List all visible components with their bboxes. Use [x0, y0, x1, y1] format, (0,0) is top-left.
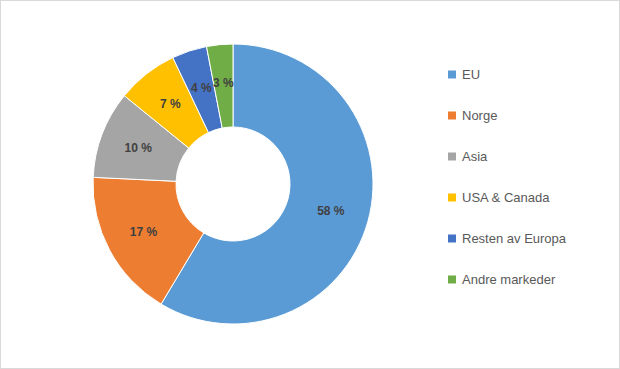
- svg-text:Asia: Asia: [462, 149, 488, 164]
- svg-text:Norge: Norge: [462, 108, 497, 123]
- svg-text:3 %: 3 %: [213, 76, 234, 90]
- svg-text:EU: EU: [462, 67, 480, 82]
- svg-text:Andre markeder: Andre markeder: [462, 272, 556, 287]
- svg-text:Resten av Europa: Resten av Europa: [462, 231, 567, 246]
- svg-text:10 %: 10 %: [125, 141, 153, 155]
- svg-text:USA & Canada: USA & Canada: [462, 190, 550, 205]
- svg-text:4 %: 4 %: [191, 81, 212, 95]
- svg-text:58 %: 58 %: [317, 204, 345, 218]
- svg-text:17 %: 17 %: [130, 225, 158, 239]
- svg-text:7 %: 7 %: [160, 97, 181, 111]
